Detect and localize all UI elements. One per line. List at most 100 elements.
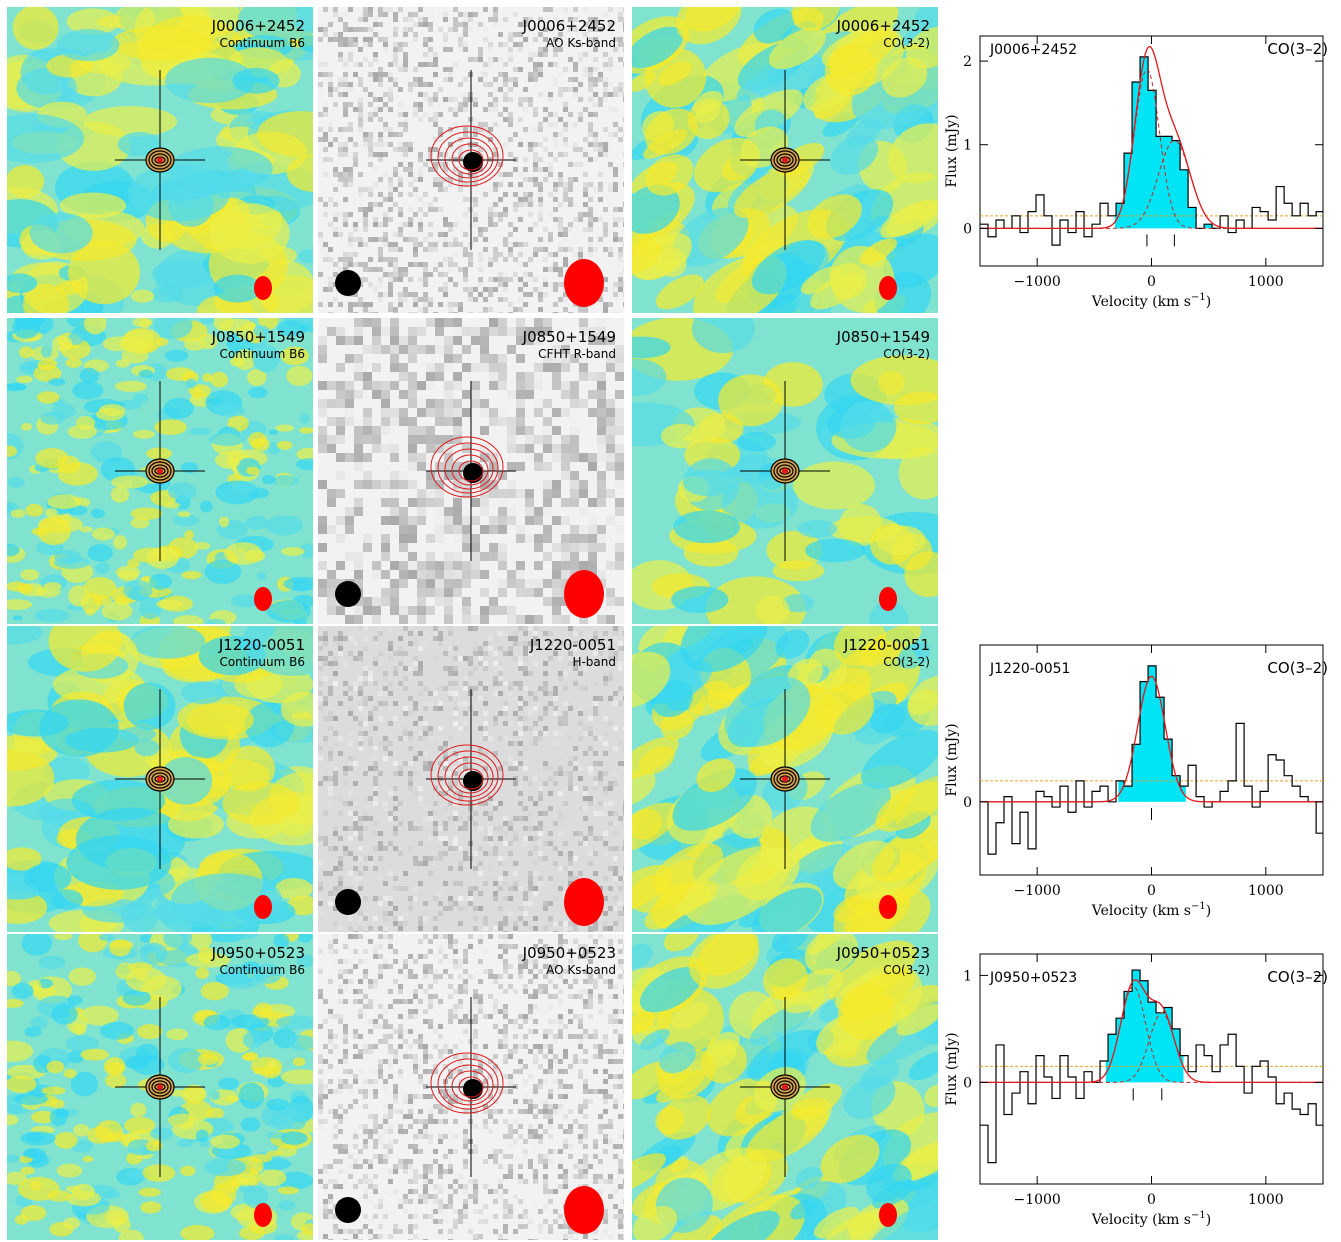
image-pixel bbox=[368, 207, 373, 212]
image-pixel bbox=[623, 92, 624, 97]
image-pixel bbox=[388, 656, 393, 661]
image-pixel bbox=[423, 686, 428, 691]
image-pixel bbox=[498, 766, 503, 771]
image-pixel bbox=[443, 756, 448, 761]
image-pixel bbox=[478, 1054, 483, 1059]
image-pixel bbox=[398, 297, 403, 302]
image-pixel bbox=[561, 390, 570, 399]
image-pixel bbox=[363, 381, 372, 390]
image-pixel bbox=[568, 1034, 573, 1039]
image-pixel bbox=[623, 292, 624, 297]
image-pixel bbox=[488, 1109, 493, 1114]
image-pixel bbox=[573, 217, 578, 222]
map-noise-blob bbox=[104, 1073, 127, 1089]
image-pixel bbox=[493, 926, 498, 931]
image-pixel bbox=[563, 7, 568, 12]
image-pixel bbox=[570, 381, 579, 390]
map-noise-blob bbox=[47, 1190, 72, 1202]
image-pixel bbox=[428, 761, 433, 766]
image-pixel bbox=[381, 597, 390, 606]
image-pixel bbox=[498, 1039, 503, 1044]
image-pixel bbox=[508, 247, 513, 252]
image-pixel bbox=[353, 949, 358, 954]
image-pixel bbox=[553, 696, 558, 701]
image-pixel bbox=[606, 588, 615, 597]
image-pixel bbox=[503, 1074, 508, 1079]
image-pixel bbox=[568, 227, 573, 232]
image-pixel bbox=[353, 811, 358, 816]
image-pixel bbox=[593, 811, 598, 816]
image-pixel bbox=[583, 1034, 588, 1039]
image-pixel bbox=[448, 681, 453, 686]
image-pixel bbox=[573, 766, 578, 771]
map-noise-blob bbox=[163, 501, 181, 509]
image-pixel bbox=[343, 37, 348, 42]
contour-black bbox=[151, 153, 169, 167]
image-pixel bbox=[608, 781, 613, 786]
image-pixel bbox=[428, 52, 433, 57]
image-pixel bbox=[381, 516, 390, 525]
image-pixel bbox=[354, 435, 363, 444]
image-pixel bbox=[548, 776, 553, 781]
image-pixel bbox=[468, 901, 473, 906]
image-pixel bbox=[606, 444, 615, 453]
image-pixel bbox=[338, 257, 343, 262]
image-pixel bbox=[318, 444, 327, 453]
image-pixel bbox=[408, 27, 413, 32]
image-pixel bbox=[553, 122, 558, 127]
image-pixel bbox=[608, 656, 613, 661]
image-pixel bbox=[448, 1074, 453, 1079]
image-pixel bbox=[453, 462, 462, 471]
image-pixel bbox=[378, 107, 383, 112]
image-pixel bbox=[528, 816, 533, 821]
image-pixel bbox=[623, 27, 624, 32]
image-pixel bbox=[508, 701, 513, 706]
image-pixel bbox=[568, 162, 573, 167]
image-pixel bbox=[390, 345, 399, 354]
image-pixel bbox=[318, 994, 323, 999]
map-noise-blob bbox=[7, 1171, 27, 1186]
image-pixel bbox=[435, 444, 444, 453]
image-pixel bbox=[561, 516, 570, 525]
image-pixel bbox=[453, 480, 462, 489]
image-pixel bbox=[453, 846, 458, 851]
image-pixel bbox=[388, 1064, 393, 1069]
beam-red bbox=[254, 895, 272, 919]
image-pixel bbox=[368, 12, 373, 17]
image-pixel bbox=[453, 691, 458, 696]
image-pixel bbox=[608, 686, 613, 691]
image-pixel bbox=[489, 354, 498, 363]
image-pixel bbox=[528, 72, 533, 77]
map-noise-blob bbox=[130, 517, 150, 529]
image-pixel bbox=[373, 756, 378, 761]
image-pixel bbox=[418, 1064, 423, 1069]
image-pixel bbox=[343, 1059, 348, 1064]
image-pixel bbox=[548, 62, 553, 67]
image-pixel bbox=[378, 964, 383, 969]
image-pixel bbox=[318, 272, 323, 277]
image-pixel bbox=[378, 1004, 383, 1009]
image-pixel bbox=[338, 127, 343, 132]
image-pixel bbox=[538, 1064, 543, 1069]
image-pixel bbox=[388, 811, 393, 816]
image-pixel bbox=[463, 711, 468, 716]
image-pixel bbox=[623, 831, 624, 836]
image-pixel bbox=[548, 1029, 553, 1034]
image-pixel bbox=[528, 1069, 533, 1074]
image-pixel bbox=[534, 561, 543, 570]
map-noise-blob bbox=[66, 8, 120, 35]
image-pixel bbox=[453, 671, 458, 676]
image-pixel bbox=[528, 202, 533, 207]
image-pixel bbox=[453, 22, 458, 27]
image-pixel bbox=[408, 12, 413, 17]
map-noise-blob bbox=[130, 1102, 147, 1118]
image-pixel bbox=[623, 267, 624, 272]
image-pixel bbox=[588, 127, 593, 132]
image-pixel bbox=[528, 959, 533, 964]
image-pixel bbox=[583, 979, 588, 984]
image-pixel bbox=[363, 262, 368, 267]
image-pixel bbox=[573, 42, 578, 47]
map-noise-blob bbox=[296, 954, 313, 968]
image-pixel bbox=[538, 182, 543, 187]
continuum-map-j0950: J0950+0523 Continuum B6 bbox=[7, 934, 313, 1240]
